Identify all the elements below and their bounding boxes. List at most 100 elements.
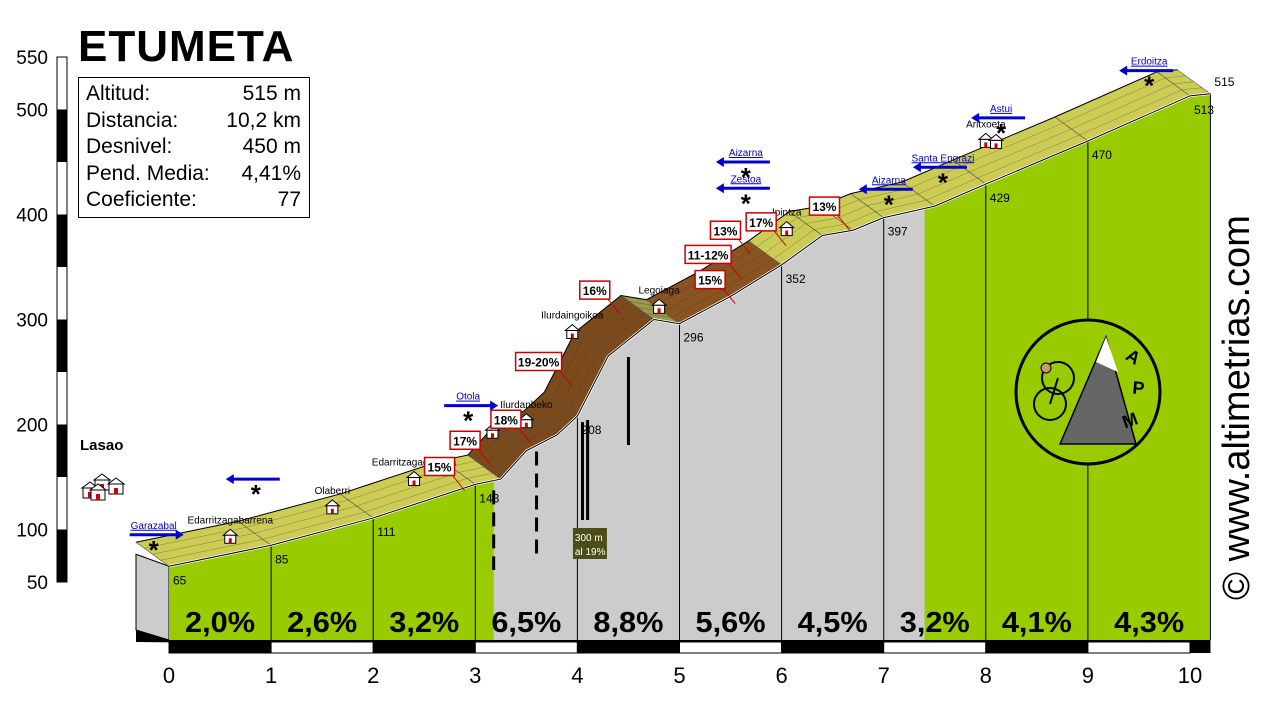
- altitude-label: 143: [479, 491, 499, 505]
- altitude-label: 296: [684, 331, 704, 345]
- site-url: © www.altimetrias.com: [1216, 215, 1258, 600]
- x-tick-label: 6: [775, 663, 787, 688]
- y-tick-label: 100: [16, 521, 48, 542]
- altitude-label: 65: [173, 573, 187, 587]
- junction-arrow-head: [1119, 65, 1128, 76]
- road-texture: [552, 338, 584, 399]
- junction-asterisk: *: [463, 406, 474, 436]
- road-texture: [152, 533, 255, 555]
- stat-label: Pend. Media:: [86, 161, 210, 185]
- place-label: Olaberri: [315, 486, 351, 497]
- road-texture: [1071, 83, 1174, 130]
- bike-wheel: [1033, 387, 1067, 421]
- km-scale-bar: [270, 641, 374, 654]
- km-scale-bar: [781, 641, 885, 654]
- house-door: [657, 308, 661, 314]
- road-texture: [532, 397, 553, 418]
- junction-label: Santa Engrazi: [912, 153, 975, 164]
- gradient-flag: [449, 430, 481, 450]
- gradient-segment: [373, 484, 476, 640]
- y-tick-label: 550: [16, 48, 48, 69]
- stat-label: Distancia:: [86, 108, 179, 132]
- stat-average-gradient: Pend. Media: 4,41%: [86, 161, 301, 188]
- junction-arrow-head: [490, 400, 499, 411]
- road-texture: [568, 350, 601, 411]
- place-label: Edarritzagagoenea: [372, 458, 457, 469]
- km-scale-bar: [1087, 641, 1191, 654]
- house-door: [984, 142, 988, 148]
- km-scale-bar: [883, 641, 987, 654]
- road-texture: [1173, 81, 1194, 85]
- apm-logo: APM: [1014, 318, 1162, 466]
- gradient-segment: [475, 416, 578, 640]
- flag-pointer: [773, 230, 787, 247]
- road-texture: [466, 472, 493, 479]
- mountain-icon: [1058, 334, 1137, 445]
- x-tick-label: 10: [1178, 663, 1202, 688]
- junction-label: Erdoitza: [1131, 57, 1168, 68]
- steep-note-text: al 19%: [575, 547, 606, 558]
- place-label: Legoiaga: [639, 285, 681, 296]
- junction-label: Astui: [990, 104, 1012, 115]
- gradient-flag: [684, 244, 732, 265]
- house-icon: [405, 470, 423, 486]
- stat-altitude: Altitud: 515 m: [86, 81, 301, 108]
- road-texture: [960, 122, 1064, 167]
- altitude-axis-block: [57, 109, 67, 162]
- y-tick-label: 50: [27, 573, 48, 594]
- steep-note-text: 300 m: [575, 533, 603, 544]
- km-scale-bar: [985, 641, 1089, 654]
- flag-pointer: [477, 448, 491, 465]
- x-tick-label: 2: [367, 663, 379, 688]
- x-tick-label: 0: [163, 663, 175, 688]
- road-texture: [773, 229, 815, 260]
- house-roof: [563, 323, 581, 331]
- flag-pointer: [738, 238, 751, 255]
- house-icon: [778, 220, 796, 237]
- junction-arrow-head: [971, 112, 980, 123]
- house-door: [330, 508, 334, 514]
- y-tick-label: 500: [16, 101, 48, 122]
- altitude-label: 208: [581, 423, 601, 437]
- segment-gradient-label: 4,1%: [1002, 607, 1072, 639]
- place-label: Edarritzagabarrena: [187, 515, 273, 526]
- junction-arrow-head: [715, 183, 724, 194]
- flag-pointer: [559, 370, 572, 386]
- stat-value: 450 m: [242, 135, 301, 158]
- house-door: [491, 433, 495, 439]
- x-tick-label: 1: [265, 663, 277, 688]
- logo-letter: M: [1119, 408, 1140, 432]
- altitude-label: 429: [990, 191, 1010, 205]
- junction-label: Otola: [456, 392, 480, 403]
- stat-value: 4,41%: [241, 161, 301, 185]
- y-tick-label: 400: [16, 206, 48, 227]
- gradient-flag-label: 17%: [453, 434, 477, 448]
- flag-pointer: [607, 298, 621, 315]
- segment-gradient-label: 6,5%: [491, 607, 561, 639]
- segment-gradient-label: 4,3%: [1114, 607, 1184, 639]
- stat-elevation-gain: Desnivel: 450 m: [86, 134, 301, 161]
- segment-gradient-label: 5,6%: [696, 607, 766, 639]
- gradient-flag-label: 15%: [428, 461, 452, 475]
- road-texture: [599, 313, 646, 351]
- x-tick-label: 3: [469, 663, 481, 688]
- profile-left-face: [135, 553, 170, 641]
- flag-pointer: [518, 427, 532, 444]
- rider-head: [1040, 362, 1052, 374]
- road-texture: [1181, 87, 1203, 91]
- road-texture: [844, 211, 876, 225]
- gradient-segment: [169, 545, 272, 640]
- flag-pointer: [728, 263, 742, 279]
- road-texture: [909, 165, 962, 189]
- climb-title: ETUMETA: [78, 22, 295, 71]
- road-texture: [509, 422, 541, 439]
- road-texture: [926, 177, 978, 201]
- junction-arrow-head: [858, 184, 867, 195]
- town-door: [96, 494, 100, 500]
- km-scale-bar: [576, 641, 681, 654]
- km-scale-bar: [1190, 642, 1211, 653]
- house-icon: [987, 133, 1005, 149]
- steep-note-box: [572, 528, 607, 559]
- junction-label: Aizarna: [872, 175, 906, 186]
- road-texture: [356, 472, 459, 507]
